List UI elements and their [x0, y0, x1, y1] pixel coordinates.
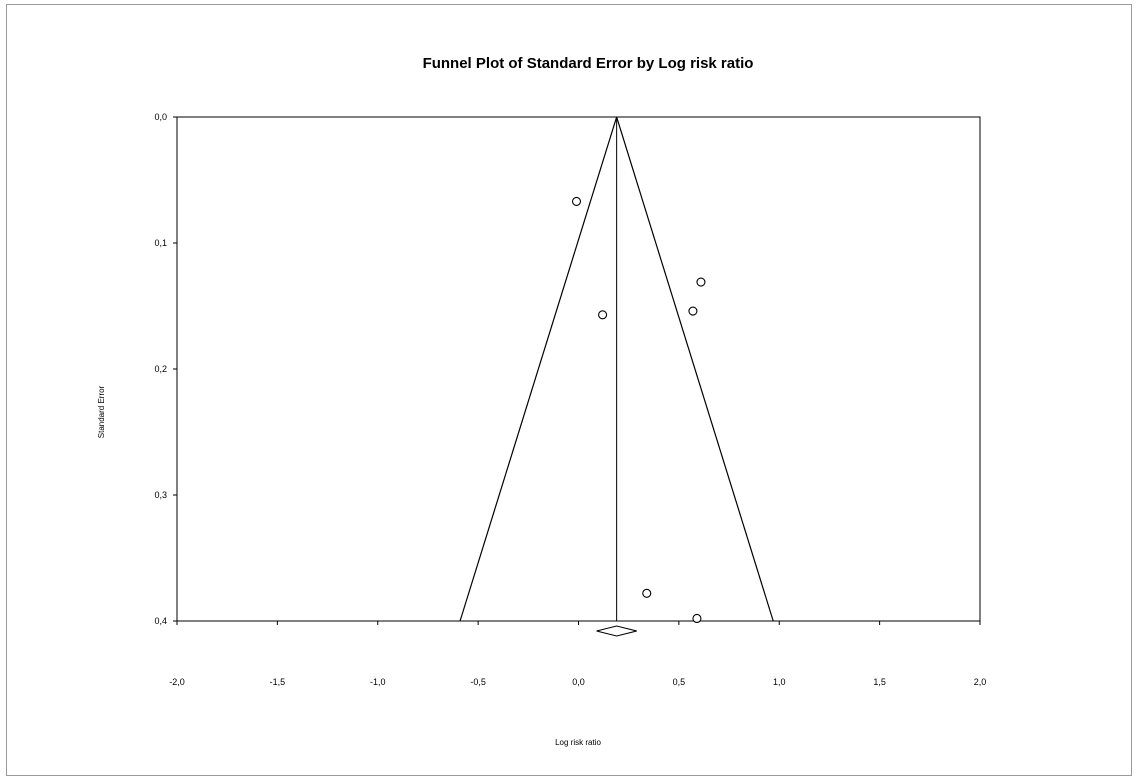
y-tick-label: 0,2	[154, 364, 167, 374]
y-tick-label: 0,4	[154, 616, 167, 626]
study-point	[642, 588, 652, 598]
x-tick-label: -1,5	[270, 677, 286, 687]
study-point	[598, 310, 608, 320]
plot-area	[176, 116, 981, 622]
y-tick-label: 0,3	[154, 490, 167, 500]
x-tick-label: 0,0	[572, 677, 585, 687]
chart-frame	[6, 4, 1132, 776]
chart-title: Funnel Plot of Standard Error by Log ris…	[423, 55, 754, 72]
study-point	[688, 306, 698, 316]
x-tick-label: -1,0	[370, 677, 386, 687]
x-tick-label: -0,5	[470, 677, 486, 687]
y-tick-label: 0,1	[154, 238, 167, 248]
x-tick-label: 1,0	[773, 677, 786, 687]
study-point	[692, 613, 702, 624]
funnel-right-line	[616, 116, 774, 622]
summary-diamond	[596, 625, 637, 637]
study-point	[571, 196, 582, 206]
x-axis-label: Log risk ratio	[555, 738, 601, 747]
funnel-left-line	[459, 116, 618, 622]
y-tick-label: 0,0	[154, 112, 167, 122]
y-axis-label: Standard Error	[97, 385, 106, 438]
x-tick-label: 2,0	[974, 677, 987, 687]
x-tick-label: 0,5	[673, 677, 686, 687]
study-point	[696, 277, 706, 287]
x-tick-label: 1,5	[873, 677, 886, 687]
x-tick-label: -2,0	[169, 677, 185, 687]
